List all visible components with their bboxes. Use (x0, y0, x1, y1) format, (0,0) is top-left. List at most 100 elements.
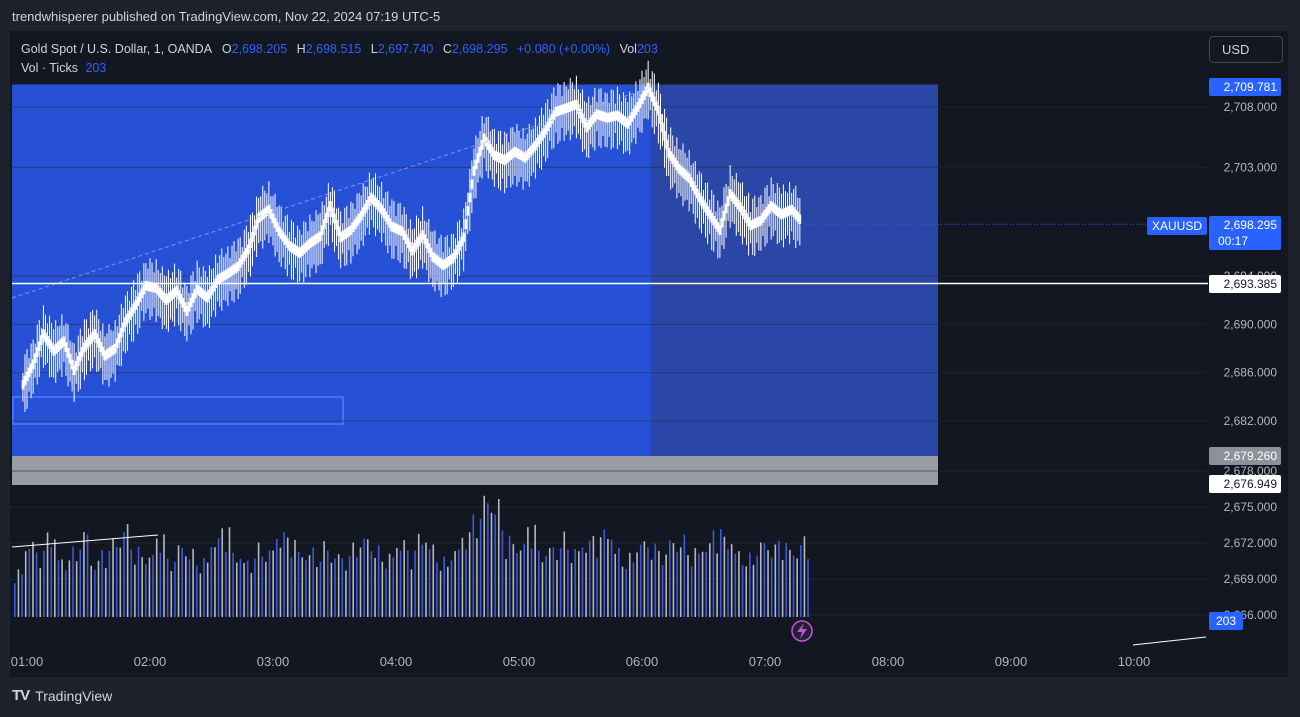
candle-body (767, 204, 771, 214)
candle-body (222, 271, 226, 281)
candle-body (515, 148, 519, 158)
volume-bar (592, 535, 595, 617)
candle-body (320, 225, 324, 235)
candle-body (653, 96, 656, 107)
candle-body (361, 207, 365, 217)
volume-bar (723, 536, 726, 617)
candle-body (667, 148, 670, 158)
volume-bar (396, 547, 398, 617)
candle-body (136, 296, 139, 306)
candle-body (407, 238, 410, 248)
volume-bar (54, 539, 56, 617)
candle-body (792, 207, 795, 217)
candle-body (534, 140, 537, 151)
volume-bar (497, 499, 500, 617)
volume-bar (570, 563, 573, 617)
symbol-tag: XAUUSD (1152, 219, 1202, 233)
candle-body (634, 105, 638, 116)
candle-body (472, 166, 476, 176)
candle-body (21, 379, 25, 390)
close-value: 2,698.295 (451, 42, 508, 56)
candle-body (197, 286, 201, 296)
candle-body (452, 253, 455, 263)
volume-bar (279, 547, 282, 617)
volume-bar (276, 538, 278, 617)
candle-body (312, 235, 316, 246)
countdown-tag: 00:17 (1218, 234, 1248, 248)
candle-body (339, 232, 342, 243)
candle-body (267, 204, 271, 215)
candle-body (636, 102, 640, 112)
volume-bar (454, 551, 456, 617)
volume-bar (694, 548, 697, 617)
volume-bar (337, 554, 340, 617)
time-tick: 07:00 (749, 654, 782, 669)
volume-bar (614, 553, 617, 617)
candle-body (417, 236, 420, 247)
candle-body (40, 335, 43, 345)
candle-body (275, 222, 279, 232)
candle-body (52, 346, 55, 356)
volume-bar (94, 569, 96, 617)
candle-body (642, 90, 646, 101)
candle-body (519, 150, 523, 161)
volume-bar (312, 547, 314, 617)
volume-bar (785, 542, 788, 617)
overlays (11, 87, 1208, 646)
volume-bar (90, 565, 93, 617)
candle-body (185, 306, 189, 316)
candle-body (720, 218, 724, 228)
candle-body (626, 119, 629, 129)
volume-bar (727, 549, 729, 617)
volume-bar (741, 565, 744, 617)
volume-bar (658, 550, 660, 617)
volume-bar (578, 551, 580, 617)
volume-bar (465, 549, 467, 617)
candle-body (72, 365, 76, 376)
volume-tag-bg (1209, 612, 1243, 630)
candle-body (199, 287, 203, 298)
candle-body (540, 131, 543, 141)
indicator-name[interactable]: Vol · Ticks (21, 61, 78, 75)
candle-body (163, 292, 166, 303)
candle-body (120, 327, 123, 338)
volume-bar (14, 583, 16, 617)
currency-button[interactable]: USD (1209, 36, 1283, 63)
open-label: O (221, 42, 232, 56)
candle-body (165, 295, 168, 305)
volume-bar (268, 550, 271, 617)
candle-body (355, 216, 359, 227)
candle-body (618, 112, 621, 122)
candle-body (798, 214, 802, 225)
candle-body (530, 145, 533, 156)
candle-body (790, 204, 793, 215)
candle-body (79, 351, 82, 362)
volume-bar (152, 554, 154, 617)
lightning-icon[interactable] (791, 620, 813, 642)
volume-bar (381, 561, 384, 617)
candle-body (318, 231, 322, 241)
candle-body (501, 154, 504, 164)
candle-body (329, 201, 332, 211)
volume-bar (79, 549, 82, 617)
candle-body (158, 288, 162, 298)
candle-body (156, 285, 160, 296)
volume-bar (603, 529, 606, 617)
candle-body (671, 154, 675, 164)
candle-body (191, 293, 195, 303)
candle-body (249, 238, 252, 248)
candle-body (614, 111, 617, 121)
volume-bar (574, 548, 576, 617)
candle-body (64, 342, 68, 352)
volume-bar (305, 560, 307, 617)
candle-body (331, 207, 334, 218)
candle-body (511, 148, 515, 159)
candle-body (679, 165, 683, 176)
volume-bar (126, 524, 129, 617)
candle-body (388, 218, 392, 228)
symbol-name[interactable]: Gold Spot / U.S. Dollar, 1, OANDA (21, 42, 212, 56)
volume-bar (265, 561, 267, 617)
time-tick: 01:00 (11, 654, 44, 669)
candle-body (310, 237, 314, 247)
